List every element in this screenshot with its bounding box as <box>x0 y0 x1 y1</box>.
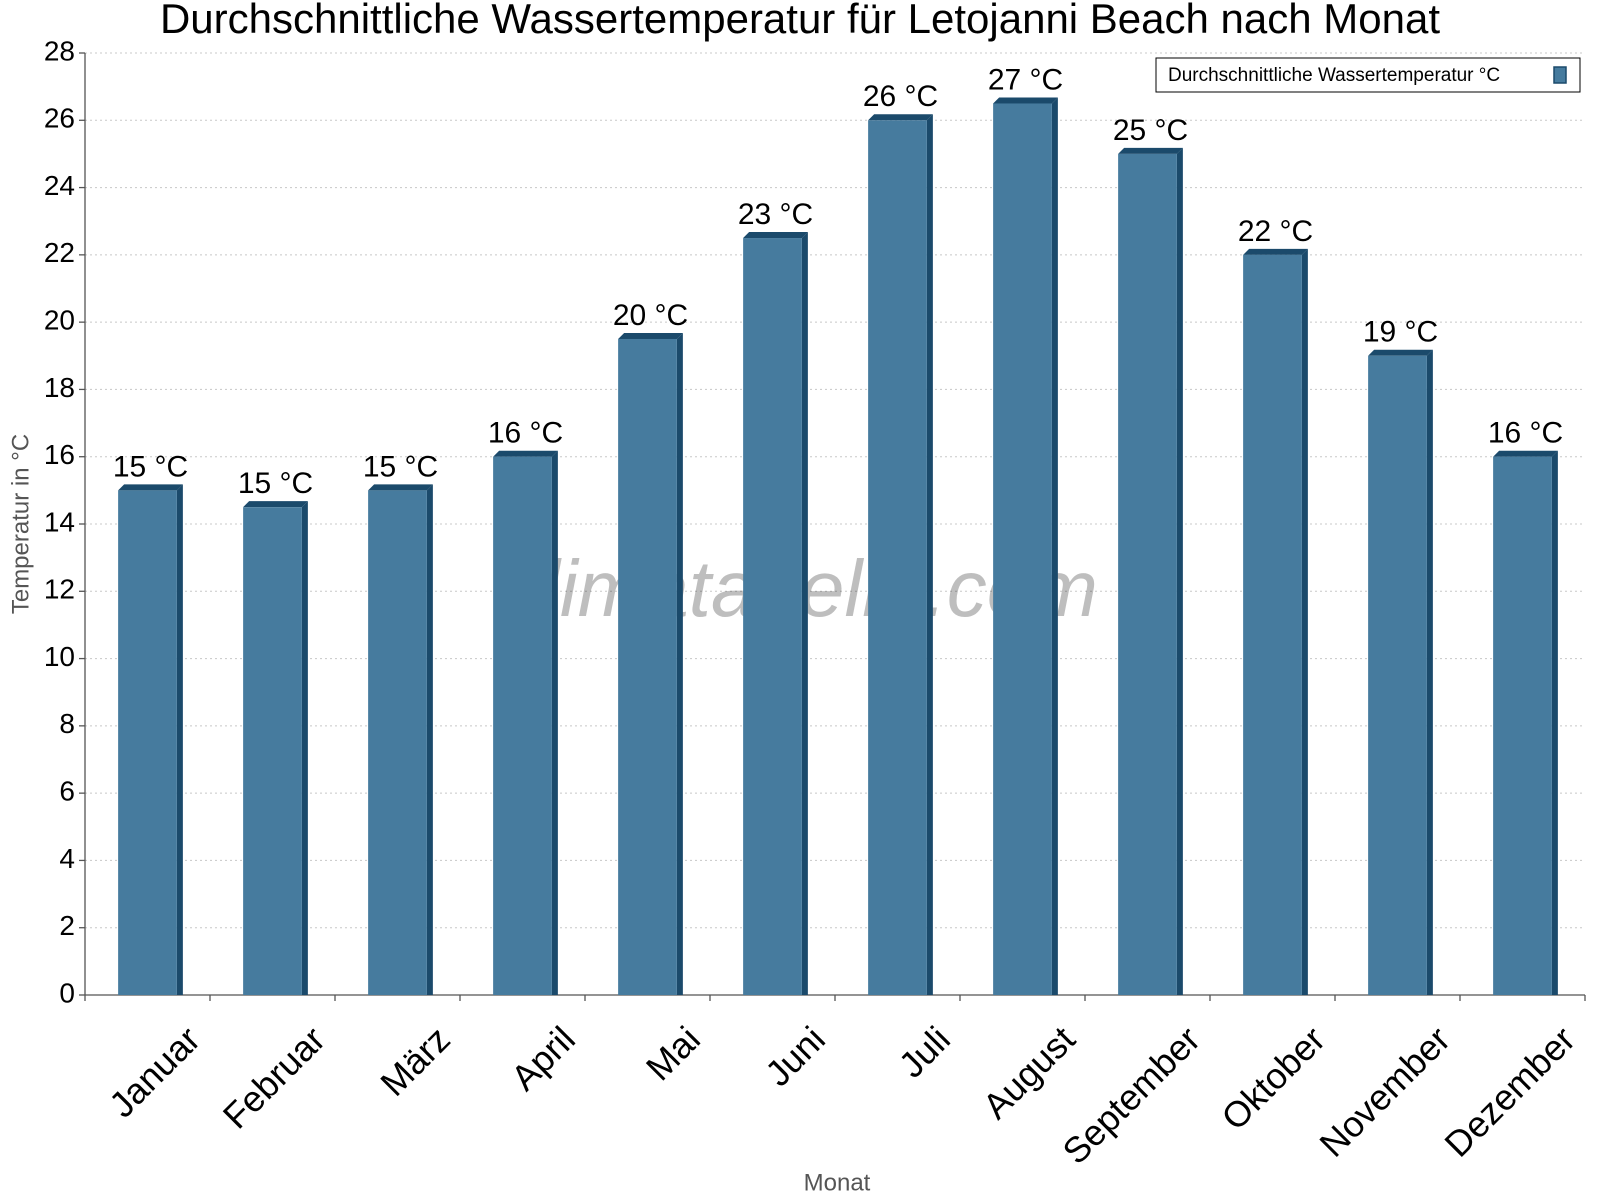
x-tick-label: Dezember <box>1436 1018 1582 1164</box>
y-tick-label: 4 <box>59 843 75 874</box>
bar-top <box>1243 248 1308 255</box>
value-label: 23 °C <box>738 198 813 231</box>
bar-top <box>993 97 1058 104</box>
y-tick-label: 24 <box>44 170 75 201</box>
bar <box>1493 456 1552 995</box>
value-label: 15 °C <box>238 467 313 500</box>
y-tick-label: 20 <box>44 305 75 336</box>
y-tick-label: 12 <box>44 574 75 605</box>
y-tick-label: 22 <box>44 237 75 268</box>
y-tick-label: 26 <box>44 103 75 134</box>
y-tick-label: 14 <box>44 506 75 537</box>
bar-top <box>618 332 683 339</box>
value-label: 25 °C <box>1113 114 1188 147</box>
value-label: 27 °C <box>988 63 1063 96</box>
bar-top <box>493 450 558 457</box>
x-tick-label: November <box>1311 1018 1457 1164</box>
x-tick-label: April <box>503 1018 583 1098</box>
bar <box>743 238 802 996</box>
value-label: 16 °C <box>1488 417 1563 450</box>
chart-title: Durchschnittliche Wassertemperatur für L… <box>160 0 1440 42</box>
bar-side <box>551 450 558 995</box>
y-tick-label: 18 <box>44 372 75 403</box>
bar <box>618 338 677 995</box>
bar <box>368 490 427 995</box>
y-tick-label: 10 <box>44 641 75 672</box>
bar-side <box>1551 450 1558 995</box>
value-label: 15 °C <box>363 450 438 483</box>
x-tick-label: Juni <box>757 1018 833 1094</box>
x-tick-label: Mai <box>638 1018 708 1088</box>
bar <box>243 507 302 995</box>
legend-box <box>1155 57 1581 93</box>
bar <box>118 490 177 995</box>
y-tick-label: 8 <box>59 708 75 739</box>
bar-top <box>868 114 933 121</box>
bar-side <box>1176 147 1183 995</box>
bar-top <box>118 484 183 491</box>
bar <box>993 103 1052 995</box>
value-label: 19 °C <box>1363 316 1438 349</box>
bar-side <box>426 484 433 995</box>
x-tick-label: Juli <box>891 1018 958 1085</box>
bar-top <box>243 501 308 508</box>
bar-top <box>1368 349 1433 356</box>
bar-side <box>1426 349 1433 995</box>
bar-side <box>801 232 808 996</box>
legend-swatch <box>1553 66 1567 84</box>
legend-label: Durchschnittliche Wassertemperatur °C <box>1168 65 1500 86</box>
value-label: 16 °C <box>488 417 563 450</box>
bar <box>493 456 552 995</box>
x-axis-title: Monat <box>804 1169 871 1196</box>
bar-side <box>301 501 308 995</box>
value-label: 20 °C <box>613 299 688 332</box>
x-tick-label: August <box>975 1018 1083 1126</box>
y-tick-label: 28 <box>44 35 75 66</box>
bar-top <box>368 484 433 491</box>
bar-side <box>1051 97 1058 995</box>
bar-side <box>176 484 183 995</box>
bar-side <box>1301 248 1308 995</box>
x-tick-label: Februar <box>215 1018 333 1136</box>
bar <box>868 120 927 996</box>
y-tick-label: 0 <box>59 977 75 1008</box>
bar-side <box>926 114 933 996</box>
x-tick-label: September <box>1054 1018 1208 1172</box>
value-label: 15 °C <box>113 450 188 483</box>
bar-top <box>1118 147 1183 154</box>
bar <box>1368 355 1427 995</box>
x-tick-label: März <box>372 1018 458 1104</box>
bar <box>1118 153 1177 995</box>
y-axis-title: Temperatur in °C <box>7 434 34 614</box>
x-tick-label: Januar <box>101 1018 208 1125</box>
value-label: 22 °C <box>1238 215 1313 248</box>
x-tick-label: Oktober <box>1213 1018 1333 1138</box>
bar-top <box>1493 450 1558 457</box>
value-label: 26 °C <box>863 80 938 113</box>
bar <box>1243 254 1302 995</box>
y-tick-label: 16 <box>44 439 75 470</box>
y-tick-label: 2 <box>59 910 75 941</box>
bar-side <box>676 332 683 995</box>
y-tick-label: 6 <box>59 776 75 807</box>
bar-top <box>743 232 808 239</box>
